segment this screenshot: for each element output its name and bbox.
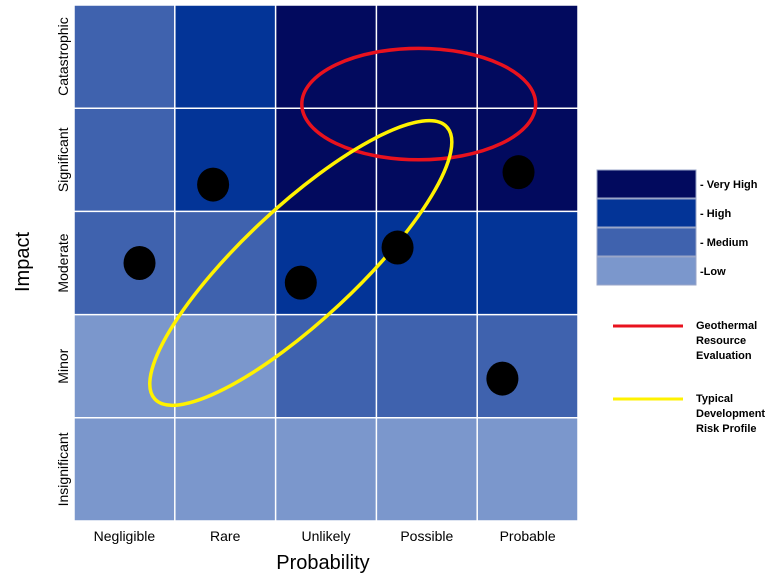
legend-label: - Medium (700, 237, 748, 249)
cell-unlikely-moderate (275, 211, 377, 315)
legend-line-label: Evaluation (696, 350, 752, 362)
cell-negligible-significant (74, 108, 175, 212)
x-tick-label: Probable (500, 528, 556, 544)
x-tick-label: Possible (400, 528, 453, 544)
cell-unlikely-minor (275, 314, 377, 418)
risk-point (381, 230, 414, 265)
legend-label: - High (700, 208, 731, 220)
legend-swatch (596, 169, 697, 199)
y-tick-label: Moderate (55, 233, 71, 292)
y-tick-label: Minor (55, 348, 71, 383)
legend-line-label: Geothermal (696, 320, 757, 332)
cell-probable-catastrophic (477, 5, 578, 109)
legend-label: -Low (700, 266, 726, 278)
risk-point (502, 155, 535, 190)
cell-probable-insignificant (477, 417, 578, 521)
legend-label: - Very High (700, 179, 758, 191)
risk-points (123, 155, 535, 396)
region-ellipse (148, 118, 454, 408)
cell-possible-minor (376, 314, 478, 418)
legend-swatch (596, 256, 697, 286)
level-legend: - Very High - High - Medium -Low (596, 169, 758, 286)
legend-swatch (596, 198, 697, 228)
x-tick-label: Unlikely (301, 528, 350, 544)
cell-possible-insignificant (376, 417, 478, 521)
risk-point (123, 246, 156, 280)
y-axis-title: Impact (12, 232, 34, 292)
cell-rare-catastrophic (174, 5, 276, 109)
region-ellipse (300, 46, 538, 162)
legend-line-label: Typical (696, 393, 733, 405)
y-tick-labels: Insignificant Minor Moderate Significant Cat… (55, 17, 71, 506)
matrix-cells (74, 5, 578, 521)
cell-unlikely-insignificant (275, 417, 377, 521)
y-tick-label: Significant (55, 127, 71, 192)
risk-point (284, 265, 317, 300)
legend-swatch (596, 227, 697, 257)
cell-negligible-insignificant (74, 417, 175, 521)
legend-line-label: Resource (696, 335, 746, 347)
legend-line-label: Risk Profile (696, 423, 757, 435)
x-tick-labels: Negligible Rare Unlikely Possible Probable (94, 528, 556, 544)
risk-point (197, 167, 230, 202)
x-tick-label: Rare (210, 528, 241, 544)
x-tick-label: Negligible (94, 528, 156, 544)
x-axis-title: Probability (276, 552, 369, 574)
region-legend: Geothermal Resource Evaluation Typical Devel… (613, 320, 765, 435)
region-ellipses (148, 46, 538, 408)
risk-point (486, 361, 519, 396)
y-tick-label: Catastrophic (55, 17, 71, 96)
cell-possible-catastrophic (376, 5, 478, 109)
y-tick-label: Insignificant (55, 432, 71, 506)
grid-lines (73, 4, 579, 522)
legend-line-label: Development (696, 408, 765, 420)
cell-negligible-catastrophic (74, 5, 175, 109)
cell-rare-insignificant (174, 417, 276, 521)
cell-probable-moderate (477, 211, 578, 315)
cell-rare-significant (174, 108, 276, 212)
